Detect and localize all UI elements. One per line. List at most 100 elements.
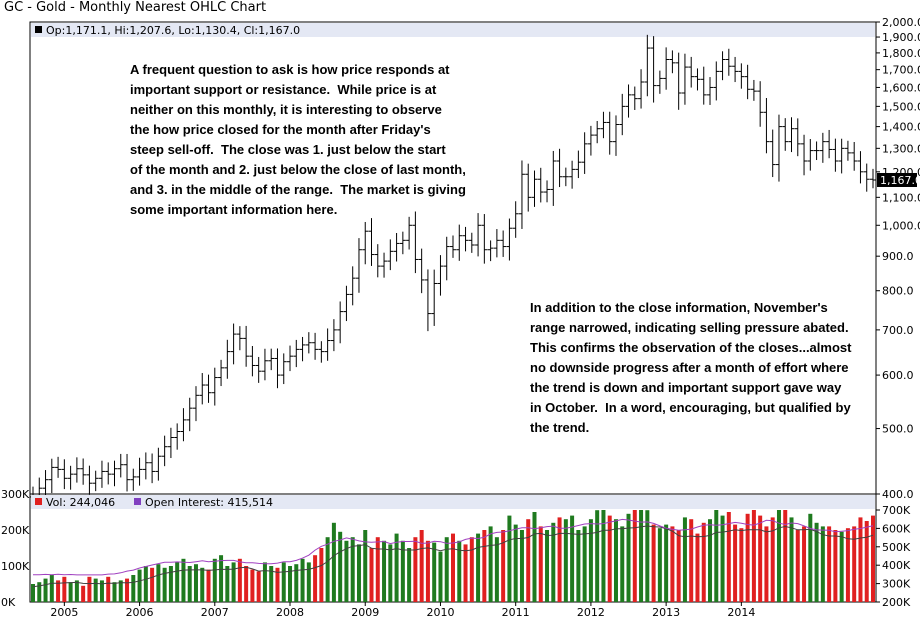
volume-bar <box>112 582 117 602</box>
volume-tick-label: 200K <box>1 524 30 537</box>
ohlc-legend-band <box>31 23 875 37</box>
volume-bar <box>645 510 650 602</box>
volume-bar <box>783 510 788 602</box>
volume-bar <box>714 510 719 602</box>
volume-bar <box>187 566 192 602</box>
volume-legend-band <box>31 495 875 509</box>
volume-bar <box>168 566 173 602</box>
volume-bar <box>200 567 205 602</box>
volume-legend-swatch <box>35 498 42 505</box>
volume-bar <box>858 517 863 602</box>
volume-bar <box>538 526 543 602</box>
volume-bar <box>682 517 687 602</box>
last-price-label: 1,167.0 <box>880 174 920 187</box>
volume-bar <box>795 530 800 602</box>
volume-bar <box>394 533 399 602</box>
x-tick-label: 2013 <box>652 606 680 619</box>
volume-bar <box>764 526 769 602</box>
volume-bar <box>494 537 499 602</box>
volume-bar <box>871 515 875 602</box>
volume-bar <box>363 530 368 602</box>
price-tick-label: 1,900.0 <box>882 31 920 44</box>
volume-average-line <box>32 525 874 588</box>
x-tick-label: 2012 <box>577 606 605 619</box>
volume-legend-text: Vol: 244,046 <box>46 496 115 509</box>
price-panel <box>29 21 877 495</box>
volume-bar <box>563 519 568 602</box>
volume-bar <box>745 513 750 602</box>
volume-bar <box>582 526 587 602</box>
volume-bar <box>802 526 807 602</box>
price-tick-label: 1,100.0 <box>882 191 920 204</box>
chart-title: GC - Gold - Monthly Nearest OHLC Chart <box>4 0 267 15</box>
volume-bar <box>313 555 318 602</box>
volume-bar <box>551 522 556 602</box>
volume-bar <box>388 544 393 602</box>
volume-bar <box>476 533 481 602</box>
price-tick-label: 1,500.0 <box>882 100 920 113</box>
volume-bar <box>125 578 130 602</box>
volume-bar <box>651 524 656 602</box>
volume-bar <box>576 530 581 602</box>
volume-bar <box>338 531 343 602</box>
volume-bar <box>300 558 305 602</box>
oi-tick-label: 400K <box>882 559 911 572</box>
volume-bar <box>833 530 838 602</box>
volume-bar <box>438 551 443 602</box>
volume-bar <box>369 548 374 602</box>
volume-bar <box>463 544 468 602</box>
volume-bar <box>413 537 418 602</box>
volume-bar <box>570 515 575 602</box>
volume-bar <box>657 528 662 602</box>
volume-bar <box>244 566 249 602</box>
volume-bar <box>808 513 813 602</box>
volume-tick-label: 300K <box>1 488 30 501</box>
volume-bar <box>81 585 86 602</box>
volume-bar <box>488 526 493 602</box>
volume-bar <box>375 537 380 602</box>
volume-bar <box>545 530 550 602</box>
volume-bar <box>143 566 148 602</box>
volume-bar <box>74 580 79 602</box>
volume-bar <box>695 533 700 602</box>
volume-bar <box>43 578 48 602</box>
volume-bar <box>350 537 355 602</box>
volume-bar <box>601 510 606 602</box>
price-tick-label: 1,700.0 <box>882 64 920 77</box>
price-tick-label: 1,600.0 <box>882 81 920 94</box>
x-tick-label: 2011 <box>502 606 530 619</box>
volume-bar <box>864 521 869 602</box>
volume-bar <box>93 578 98 602</box>
price-tick-label: 1,300.0 <box>882 142 920 155</box>
volume-bar <box>432 542 437 602</box>
volume-bar <box>118 580 123 602</box>
volume-bar <box>250 569 255 602</box>
oi-tick-label: 200K <box>882 596 911 609</box>
oi-legend-text: Open Interest: 415,514 <box>145 496 273 509</box>
volume-bar <box>507 515 512 602</box>
volume-bar <box>814 522 819 602</box>
volume-bar <box>419 530 424 602</box>
volume-bar <box>770 517 775 602</box>
volume-bar <box>733 524 738 602</box>
volume-bar <box>331 522 336 602</box>
price-tick-label: 800.0 <box>882 285 914 298</box>
volume-bar <box>325 537 330 602</box>
volume-bar <box>288 566 293 602</box>
volume-bar <box>607 515 612 602</box>
x-tick-label: 2007 <box>201 606 229 619</box>
oi-tick-label: 500K <box>882 541 911 554</box>
price-tick-label: 600.0 <box>882 369 914 382</box>
x-tick-label: 2008 <box>276 606 304 619</box>
oi-tick-label: 300K <box>882 578 911 591</box>
volume-bar <box>193 564 198 602</box>
annotation-note-2: In addition to the close information, No… <box>530 300 852 435</box>
volume-bar <box>225 566 230 602</box>
volume-bar <box>156 564 161 602</box>
x-tick-label: 2005 <box>50 606 78 619</box>
volume-bar <box>344 540 349 602</box>
price-tick-label: 700.0 <box>882 324 914 337</box>
volume-bar <box>664 524 669 602</box>
price-tick-label: 1,800.0 <box>882 47 920 60</box>
